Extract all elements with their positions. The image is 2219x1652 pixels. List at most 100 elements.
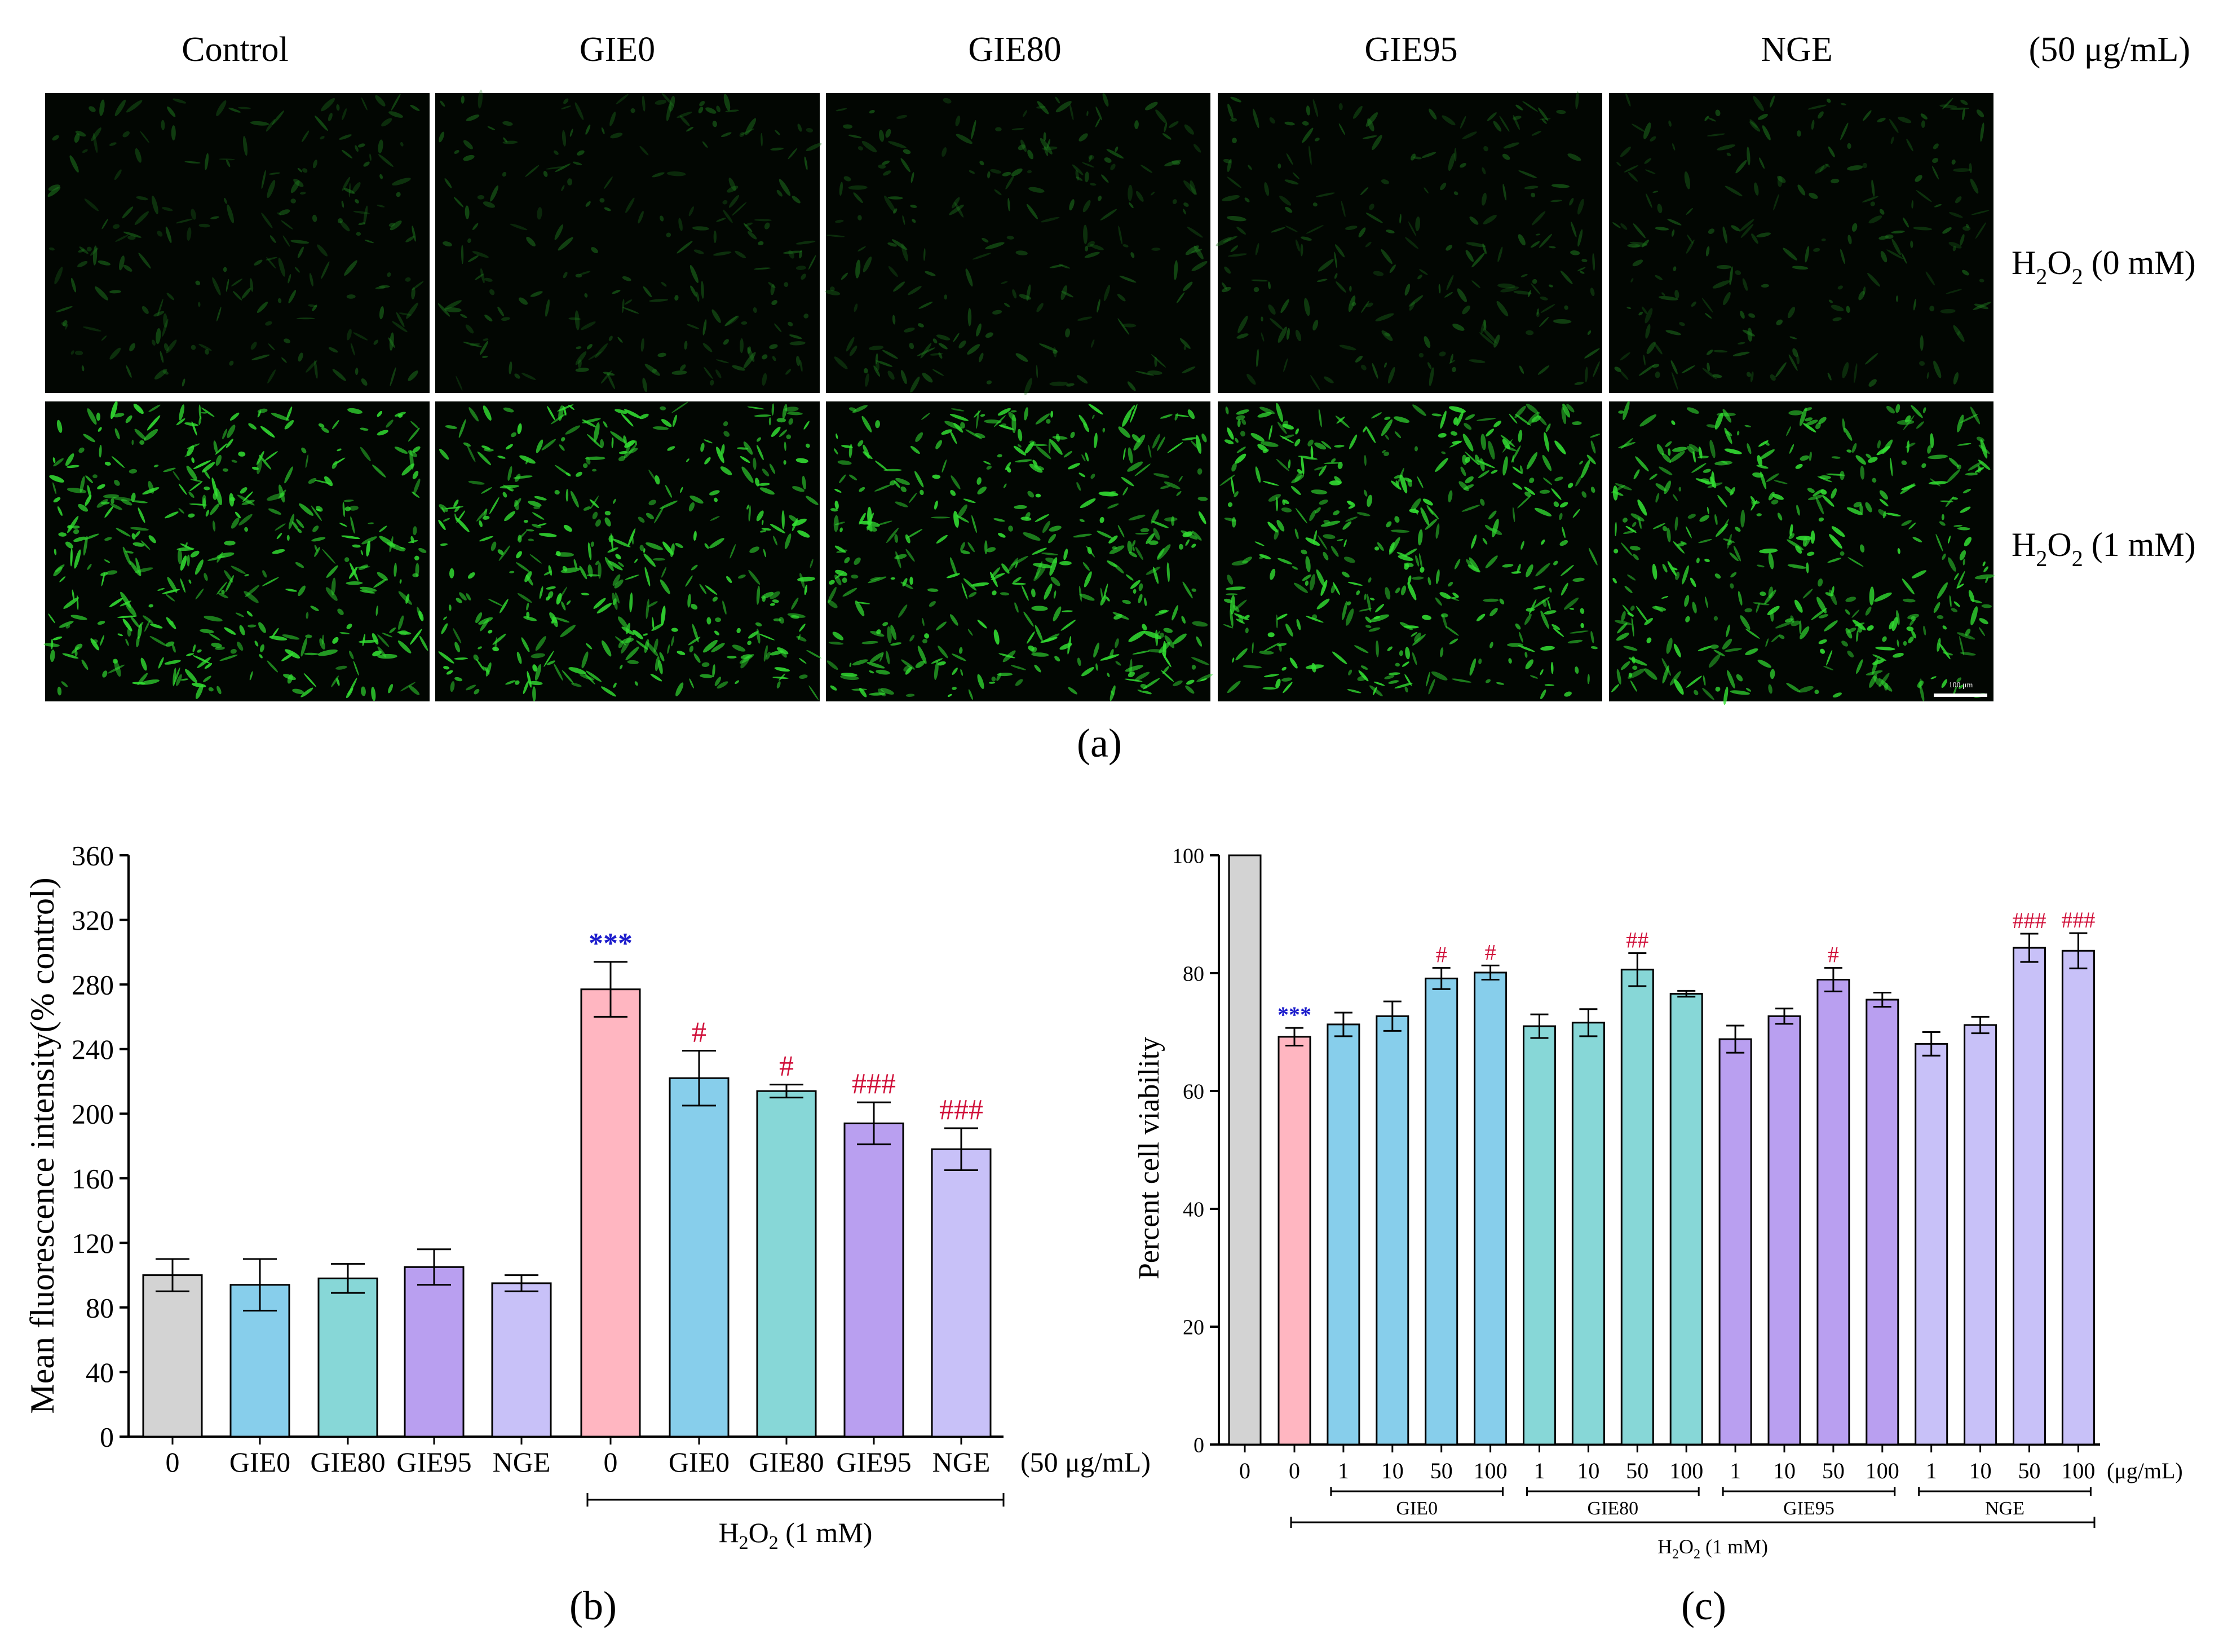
- significance-marker: ***: [589, 927, 633, 960]
- micrograph-tile: [1215, 91, 1602, 393]
- group-bracket: NGE: [1918, 1487, 2092, 1519]
- x-tick-label: 10: [1577, 1458, 1599, 1483]
- x-tick-label: GIE95: [396, 1446, 471, 1478]
- b-bars: ***########: [142, 927, 992, 1438]
- x-tick-label: GIE95: [836, 1446, 911, 1478]
- bar: [142, 1274, 203, 1438]
- c-x-tick-labels: 0 0 1 10 50 100 1 10 50 100 1 10 50 100 1 10 50 100: [1239, 1445, 2095, 1483]
- x-tick-label: 50: [2018, 1458, 2041, 1483]
- x-tick-label: NGE: [932, 1446, 991, 1478]
- y-tick-label: 280: [72, 969, 114, 1001]
- y-tick-label: 240: [72, 1033, 114, 1065]
- error-bar: [2020, 933, 2039, 963]
- x-tick-label: 10: [1969, 1458, 1992, 1483]
- bar: [1964, 1024, 1997, 1446]
- significance-marker: ##: [1626, 927, 1648, 952]
- error-bar: [417, 1248, 451, 1286]
- bar: [580, 988, 641, 1438]
- error-bar: [1677, 990, 1696, 998]
- significance-marker: #: [1436, 942, 1447, 968]
- row-label-h2o2-0mM: H2O2 (0 mM): [2012, 244, 2196, 289]
- x-tick-label: NGE: [493, 1446, 551, 1478]
- c-y-ticks: 0 20 40 60 80 100: [1172, 844, 1219, 1457]
- micrograph-tile: [1218, 401, 1602, 701]
- y-tick-label: 100: [1172, 844, 1204, 868]
- significance-marker: ###: [852, 1068, 896, 1100]
- error-bar: [682, 1050, 716, 1107]
- x-tick-label: 1: [1534, 1458, 1545, 1483]
- row-label-h2o2-1mM: H2O2 (1 mM): [2012, 526, 2196, 571]
- micrograph-tile: [45, 93, 430, 393]
- error-bar: [2069, 932, 2088, 970]
- micrograph-tile: [1609, 400, 1995, 705]
- x-tick-label: 50: [1430, 1458, 1453, 1483]
- y-tick-label: 0: [100, 1421, 114, 1453]
- bar: [1866, 999, 1899, 1446]
- bar: [843, 1122, 904, 1438]
- x-tick-label: GIE80: [749, 1446, 824, 1478]
- error-bar: [1579, 1008, 1598, 1037]
- error-bar: [1285, 1027, 1303, 1047]
- bar: [1620, 969, 1654, 1446]
- bar: [669, 1077, 730, 1438]
- bar: [1474, 971, 1508, 1446]
- bar: [1228, 854, 1262, 1446]
- micrograph-grid: [43, 90, 1995, 705]
- bar: [1718, 1038, 1752, 1446]
- bar: [1915, 1043, 1948, 1446]
- column-label-nge: NGE: [1761, 30, 1832, 69]
- group-bracket: GIE80: [1526, 1487, 1700, 1519]
- micrograph-tile: [1609, 92, 1993, 393]
- group-bracket: GIE95: [1722, 1487, 1896, 1519]
- bar: [491, 1282, 552, 1438]
- bar: [931, 1148, 992, 1438]
- error-bar: [770, 1084, 803, 1099]
- group-label: NGE: [1985, 1498, 2024, 1519]
- error-bar: [1481, 964, 1500, 980]
- error-bar: [1726, 1024, 1745, 1054]
- bar: [1816, 978, 1850, 1446]
- b-y-axis-label: Mean fluorescence intensity(% control): [24, 877, 61, 1414]
- error-bar: [331, 1263, 365, 1294]
- error-bar: [944, 1127, 978, 1171]
- significance-marker: ###: [939, 1094, 983, 1126]
- column-label-gie0: GIE0: [580, 30, 655, 69]
- c-bars: ***# # ###### ###: [1228, 854, 2095, 1446]
- x-tick-label: 50: [1626, 1458, 1648, 1483]
- significance-marker: #: [779, 1050, 794, 1083]
- group-label: GIE80: [1588, 1498, 1639, 1519]
- concentration-label: (50 μg/mL): [2029, 30, 2190, 69]
- c-unit-label: (μg/mL): [2107, 1458, 2183, 1483]
- group-bracket: GIE0: [1330, 1487, 1504, 1519]
- c-h2o2-bracket: [1290, 1517, 2096, 1528]
- x-tick-label: 1: [1338, 1458, 1349, 1483]
- bar: [1571, 1022, 1605, 1446]
- x-tick-label: 0: [1239, 1458, 1250, 1483]
- error-bar: [1971, 1015, 1990, 1035]
- y-tick-label: 320: [72, 904, 114, 936]
- b-bracket-label: H2O2 (1 mM): [719, 1517, 873, 1553]
- y-tick-label: 20: [1183, 1315, 1204, 1339]
- caption-c: (c): [1681, 1583, 1726, 1628]
- y-tick-label: 40: [1183, 1198, 1204, 1221]
- x-tick-label: GIE0: [229, 1446, 290, 1478]
- bar: [1523, 1025, 1556, 1446]
- error-bar: [1432, 967, 1451, 990]
- x-tick-label: 0: [1289, 1458, 1300, 1483]
- error-bar: [1334, 1011, 1352, 1037]
- bar: [2061, 949, 2095, 1446]
- micrograph-tile: [826, 401, 1213, 701]
- x-tick-label: 100: [1866, 1458, 1899, 1483]
- y-tick-label: 80: [1183, 962, 1204, 986]
- c-y-axis-label: Percent cell viability: [1133, 1037, 1165, 1279]
- x-tick-label: 10: [1381, 1458, 1404, 1483]
- column-label-gie80: GIE80: [968, 30, 1061, 69]
- column-label-control: Control: [182, 30, 288, 69]
- bar: [1278, 1036, 1311, 1446]
- error-bar: [1383, 1000, 1402, 1032]
- significance-marker: ###: [2061, 907, 2095, 933]
- group-label: GIE95: [1783, 1498, 1835, 1519]
- x-tick-label: 1: [1730, 1458, 1741, 1483]
